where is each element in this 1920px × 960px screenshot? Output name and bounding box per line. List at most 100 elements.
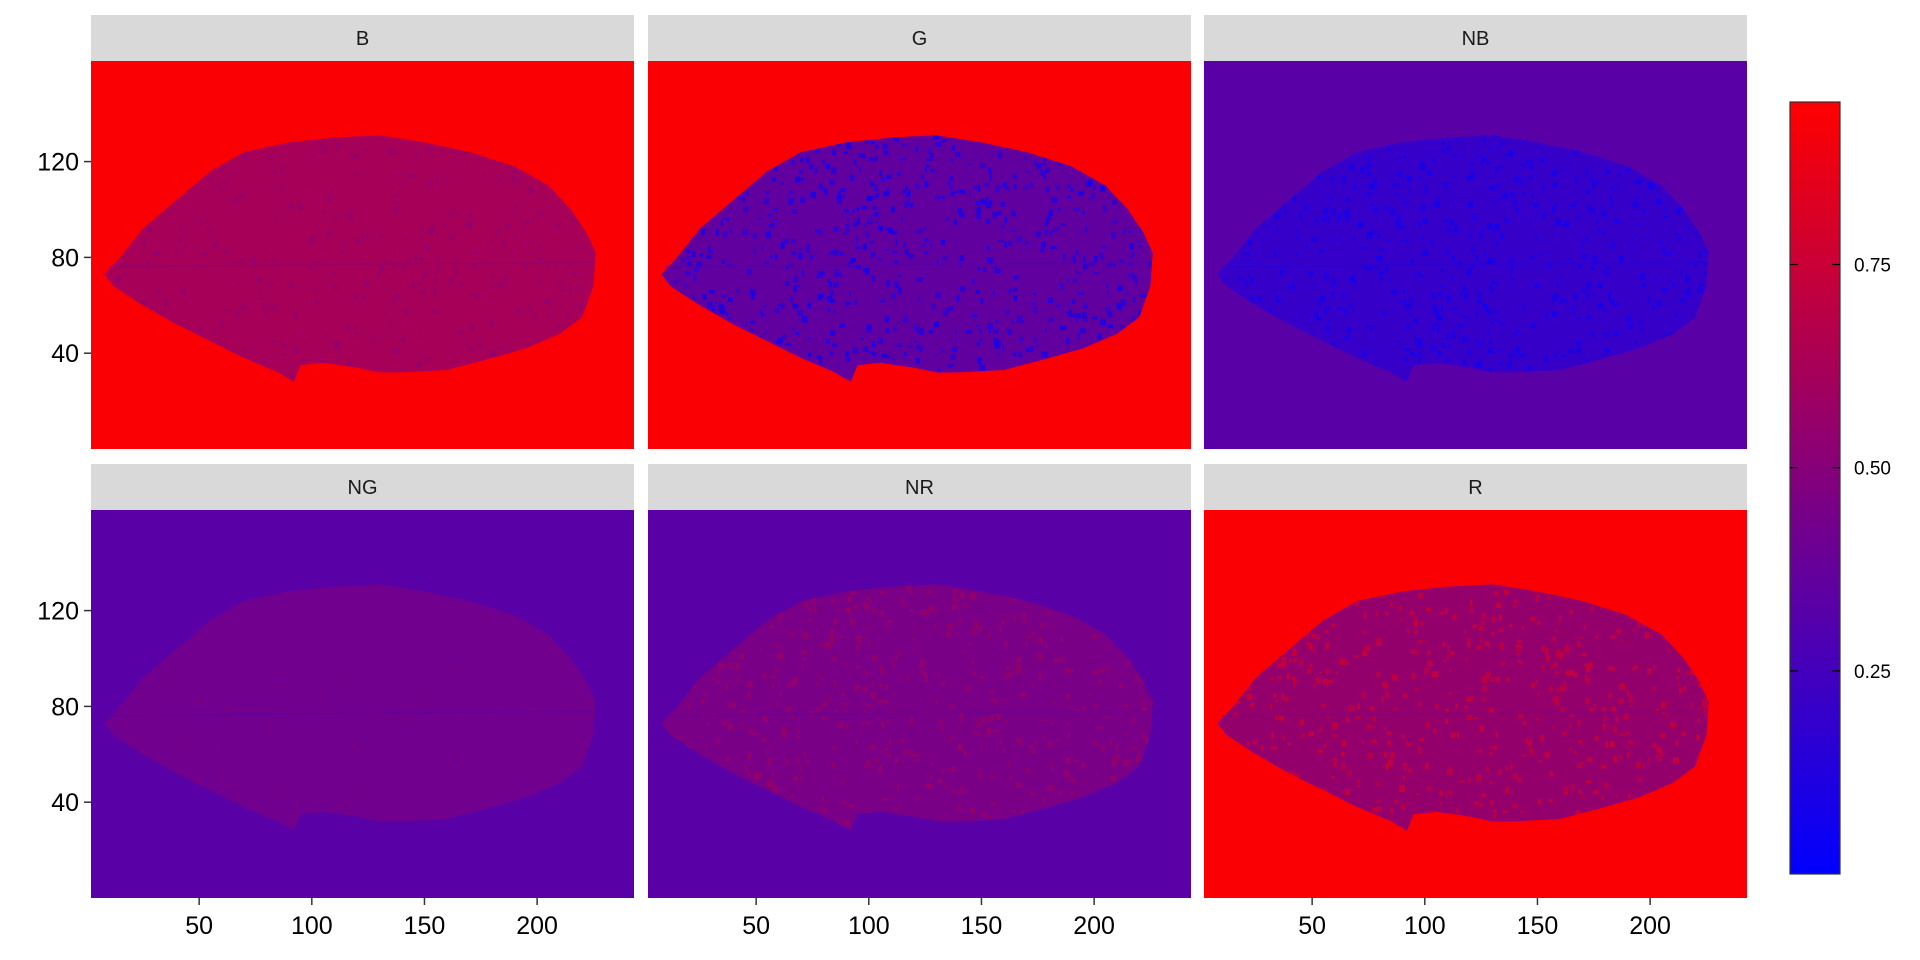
speckle-cell bbox=[1413, 630, 1419, 634]
speckle-cell bbox=[1068, 706, 1074, 709]
speckle-cell bbox=[837, 198, 842, 205]
speckle-cell bbox=[919, 698, 922, 701]
speckle-cell bbox=[1340, 176, 1347, 183]
speckle-cell bbox=[179, 286, 182, 294]
speckle-cell bbox=[1585, 281, 1591, 289]
speckle-cell bbox=[878, 683, 884, 688]
speckle-cell bbox=[543, 299, 548, 304]
speckle-cell bbox=[760, 311, 763, 317]
midrib-r bbox=[1222, 710, 1705, 717]
speckle-cell bbox=[777, 652, 784, 659]
speckle-cell bbox=[1499, 233, 1504, 239]
speckle-cell bbox=[1245, 280, 1248, 287]
speckle-cell bbox=[779, 615, 782, 623]
speckle-cell bbox=[980, 297, 984, 304]
speckle-cell bbox=[1590, 178, 1593, 181]
speckle-cell bbox=[1316, 173, 1321, 180]
speckle-cell bbox=[874, 212, 879, 217]
speckle-cell bbox=[1002, 344, 1005, 351]
speckle-cell bbox=[1271, 731, 1274, 739]
speckle-cell bbox=[427, 228, 434, 235]
speckle-cell bbox=[364, 280, 370, 287]
speckle-cell bbox=[1145, 737, 1149, 745]
speckle-cell bbox=[259, 288, 262, 293]
speckle-cell bbox=[1686, 671, 1689, 676]
speckle-cell bbox=[235, 199, 239, 206]
speckle-cell bbox=[1611, 300, 1616, 306]
speckle-cell bbox=[882, 143, 889, 149]
speckle-cell bbox=[1494, 746, 1497, 749]
speckle-cell bbox=[1105, 665, 1111, 671]
speckle-cell bbox=[1037, 163, 1041, 170]
speckle-cell bbox=[1613, 755, 1618, 763]
speckle-cell bbox=[814, 229, 821, 233]
speckle-cell bbox=[780, 242, 784, 249]
speckle-cell bbox=[886, 279, 891, 287]
speckle-cell bbox=[417, 337, 421, 340]
speckle-cell bbox=[1250, 702, 1255, 707]
speckle-cell bbox=[1384, 692, 1389, 699]
speckle-cell bbox=[464, 221, 471, 228]
speckle-cell bbox=[933, 622, 937, 629]
speckle-cell bbox=[824, 188, 828, 195]
speckle-cell bbox=[1301, 733, 1306, 739]
speckle-cell bbox=[1400, 239, 1404, 242]
speckle-cell bbox=[1013, 184, 1017, 190]
speckle-cell bbox=[243, 347, 248, 354]
speckle-cell bbox=[1490, 745, 1492, 749]
speckle-cell bbox=[833, 618, 837, 626]
speckle-cell bbox=[163, 298, 168, 305]
speckle-cell bbox=[1001, 698, 1005, 704]
speckle-cell bbox=[1502, 810, 1509, 813]
speckle-cell bbox=[866, 195, 873, 201]
speckle-cell bbox=[855, 684, 861, 689]
speckle-cell bbox=[272, 258, 278, 262]
speckle-cell bbox=[1111, 232, 1116, 239]
speckle-cell bbox=[721, 259, 725, 265]
speckle-cell bbox=[285, 290, 288, 293]
speckle-cell bbox=[1676, 209, 1679, 214]
speckle-cell bbox=[1299, 213, 1303, 220]
speckle-cell bbox=[1314, 283, 1317, 286]
speckle-cell bbox=[1675, 740, 1678, 746]
speckle-cell bbox=[1000, 225, 1005, 229]
speckle-cell bbox=[1001, 748, 1006, 753]
speckle-cell bbox=[1361, 740, 1365, 744]
speckle-cell bbox=[856, 653, 859, 657]
speckle-cell bbox=[547, 700, 550, 704]
speckle-cell bbox=[715, 228, 719, 236]
speckle-cell bbox=[1046, 786, 1050, 791]
speckle-cell bbox=[1491, 279, 1495, 285]
speckle-cell bbox=[1426, 607, 1431, 612]
speckle-cell bbox=[1619, 683, 1625, 690]
speckle-cell bbox=[1321, 787, 1327, 794]
speckle-cell bbox=[881, 610, 884, 617]
speckle-cell bbox=[904, 602, 908, 607]
speckle-cell bbox=[1082, 780, 1085, 783]
speckle-cell bbox=[692, 294, 696, 299]
speckle-cell bbox=[1407, 769, 1413, 773]
speckle-cell bbox=[938, 719, 943, 723]
speckle-cell bbox=[722, 294, 726, 299]
speckle-cell bbox=[1516, 644, 1522, 651]
speckle-cell bbox=[1082, 316, 1088, 322]
speckle-cell bbox=[302, 784, 306, 788]
speckle-cell bbox=[510, 654, 516, 658]
speckle-cell bbox=[1455, 137, 1461, 141]
speckle-cell bbox=[1383, 205, 1390, 211]
speckle-cell bbox=[1635, 761, 1641, 769]
speckle-cell bbox=[1490, 289, 1495, 294]
speckle-cell bbox=[1490, 677, 1494, 682]
speckle-cell bbox=[725, 682, 729, 690]
speckle-cell bbox=[976, 722, 982, 728]
speckle-cell bbox=[1699, 234, 1703, 239]
speckle-cell bbox=[1447, 645, 1451, 652]
speckle-cell bbox=[972, 628, 976, 636]
speckle-cell bbox=[1510, 764, 1513, 770]
speckle-cell bbox=[1402, 763, 1408, 766]
speckle-cell bbox=[1013, 352, 1017, 357]
speckle-cell bbox=[832, 343, 838, 347]
speckle-cell bbox=[1129, 255, 1134, 258]
speckle-cell bbox=[1610, 241, 1616, 248]
speckle-cell bbox=[1697, 286, 1703, 293]
